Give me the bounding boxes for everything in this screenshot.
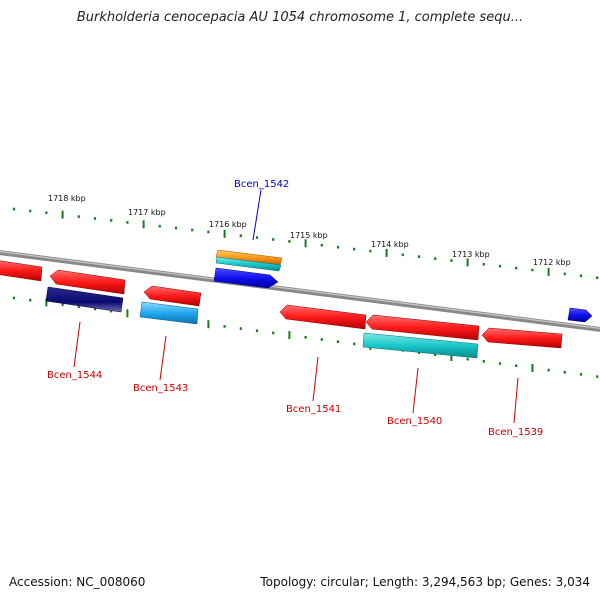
chromosome-backbone xyxy=(0,250,600,332)
gene-label-bcen-1542[interactable]: Bcen_1542 xyxy=(234,179,289,190)
kbp-label: 1714 kbp xyxy=(371,240,409,249)
upper-tick-row xyxy=(12,207,599,279)
kbp-label: 1713 kbp xyxy=(452,250,490,259)
reverse-strand-genes xyxy=(0,260,563,359)
gene-bcen-1544-red[interactable] xyxy=(49,269,126,295)
forward-strand-genes xyxy=(213,249,593,323)
map-title: Burkholderia cenocepacia AU 1054 chromos… xyxy=(76,10,524,25)
gene-bcen-1540-red[interactable] xyxy=(365,314,480,341)
kbp-scale: 1718 kbp 1717 kbp 1716 kbp 1715 kbp 1714… xyxy=(48,194,571,267)
gene-label-bcen-1539[interactable]: Bcen_1539 xyxy=(488,427,543,438)
callout-line-bcen-1544 xyxy=(73,321,81,368)
gene-label-bcen-1540[interactable]: Bcen_1540 xyxy=(387,416,442,427)
gene-left-edge-red[interactable] xyxy=(0,260,43,282)
callout-lines xyxy=(73,189,519,424)
gene-right-edge-blue[interactable] xyxy=(567,307,593,323)
gene-label-bcen-1544[interactable]: Bcen_1544 xyxy=(47,370,102,381)
sequence-summary: Topology: circular; Length: 3,294,563 bp… xyxy=(260,575,590,589)
gene-bcen-1543[interactable] xyxy=(139,301,199,325)
gene-bcen-1539[interactable] xyxy=(481,327,563,349)
callout-line-bcen-1541 xyxy=(312,356,319,402)
callout-line-bcen-1542 xyxy=(252,189,262,241)
kbp-label: 1718 kbp xyxy=(48,194,86,203)
kbp-label: 1716 kbp xyxy=(209,220,247,229)
gene-bcen-1543-red[interactable] xyxy=(143,285,202,307)
callout-line-bcen-1539 xyxy=(513,377,519,424)
accession-label: Accession: NC_008060 xyxy=(9,575,146,589)
gene-bcen-1542-cyan[interactable] xyxy=(215,256,282,272)
kbp-label: 1717 kbp xyxy=(128,208,166,217)
kbp-label: 1712 kbp xyxy=(533,258,571,267)
gene-label-bcen-1543[interactable]: Bcen_1543 xyxy=(133,383,188,394)
gene-label-bcen-1541[interactable]: Bcen_1541 xyxy=(286,404,341,415)
gene-bcen-1541[interactable] xyxy=(279,304,367,330)
gene-bcen-1542[interactable] xyxy=(213,267,279,289)
kbp-label: 1715 kbp xyxy=(290,231,328,240)
gene-bcen-1540[interactable] xyxy=(362,332,479,359)
callout-line-bcen-1540 xyxy=(412,367,419,414)
chromosome-backbone-highlight xyxy=(0,251,600,329)
gene-bcen-1544[interactable] xyxy=(45,286,124,313)
gene-labels: Bcen_1542 Bcen_1544 Bcen_1543 Bcen_1541 … xyxy=(47,179,543,438)
callout-line-bcen-1543 xyxy=(159,335,167,381)
